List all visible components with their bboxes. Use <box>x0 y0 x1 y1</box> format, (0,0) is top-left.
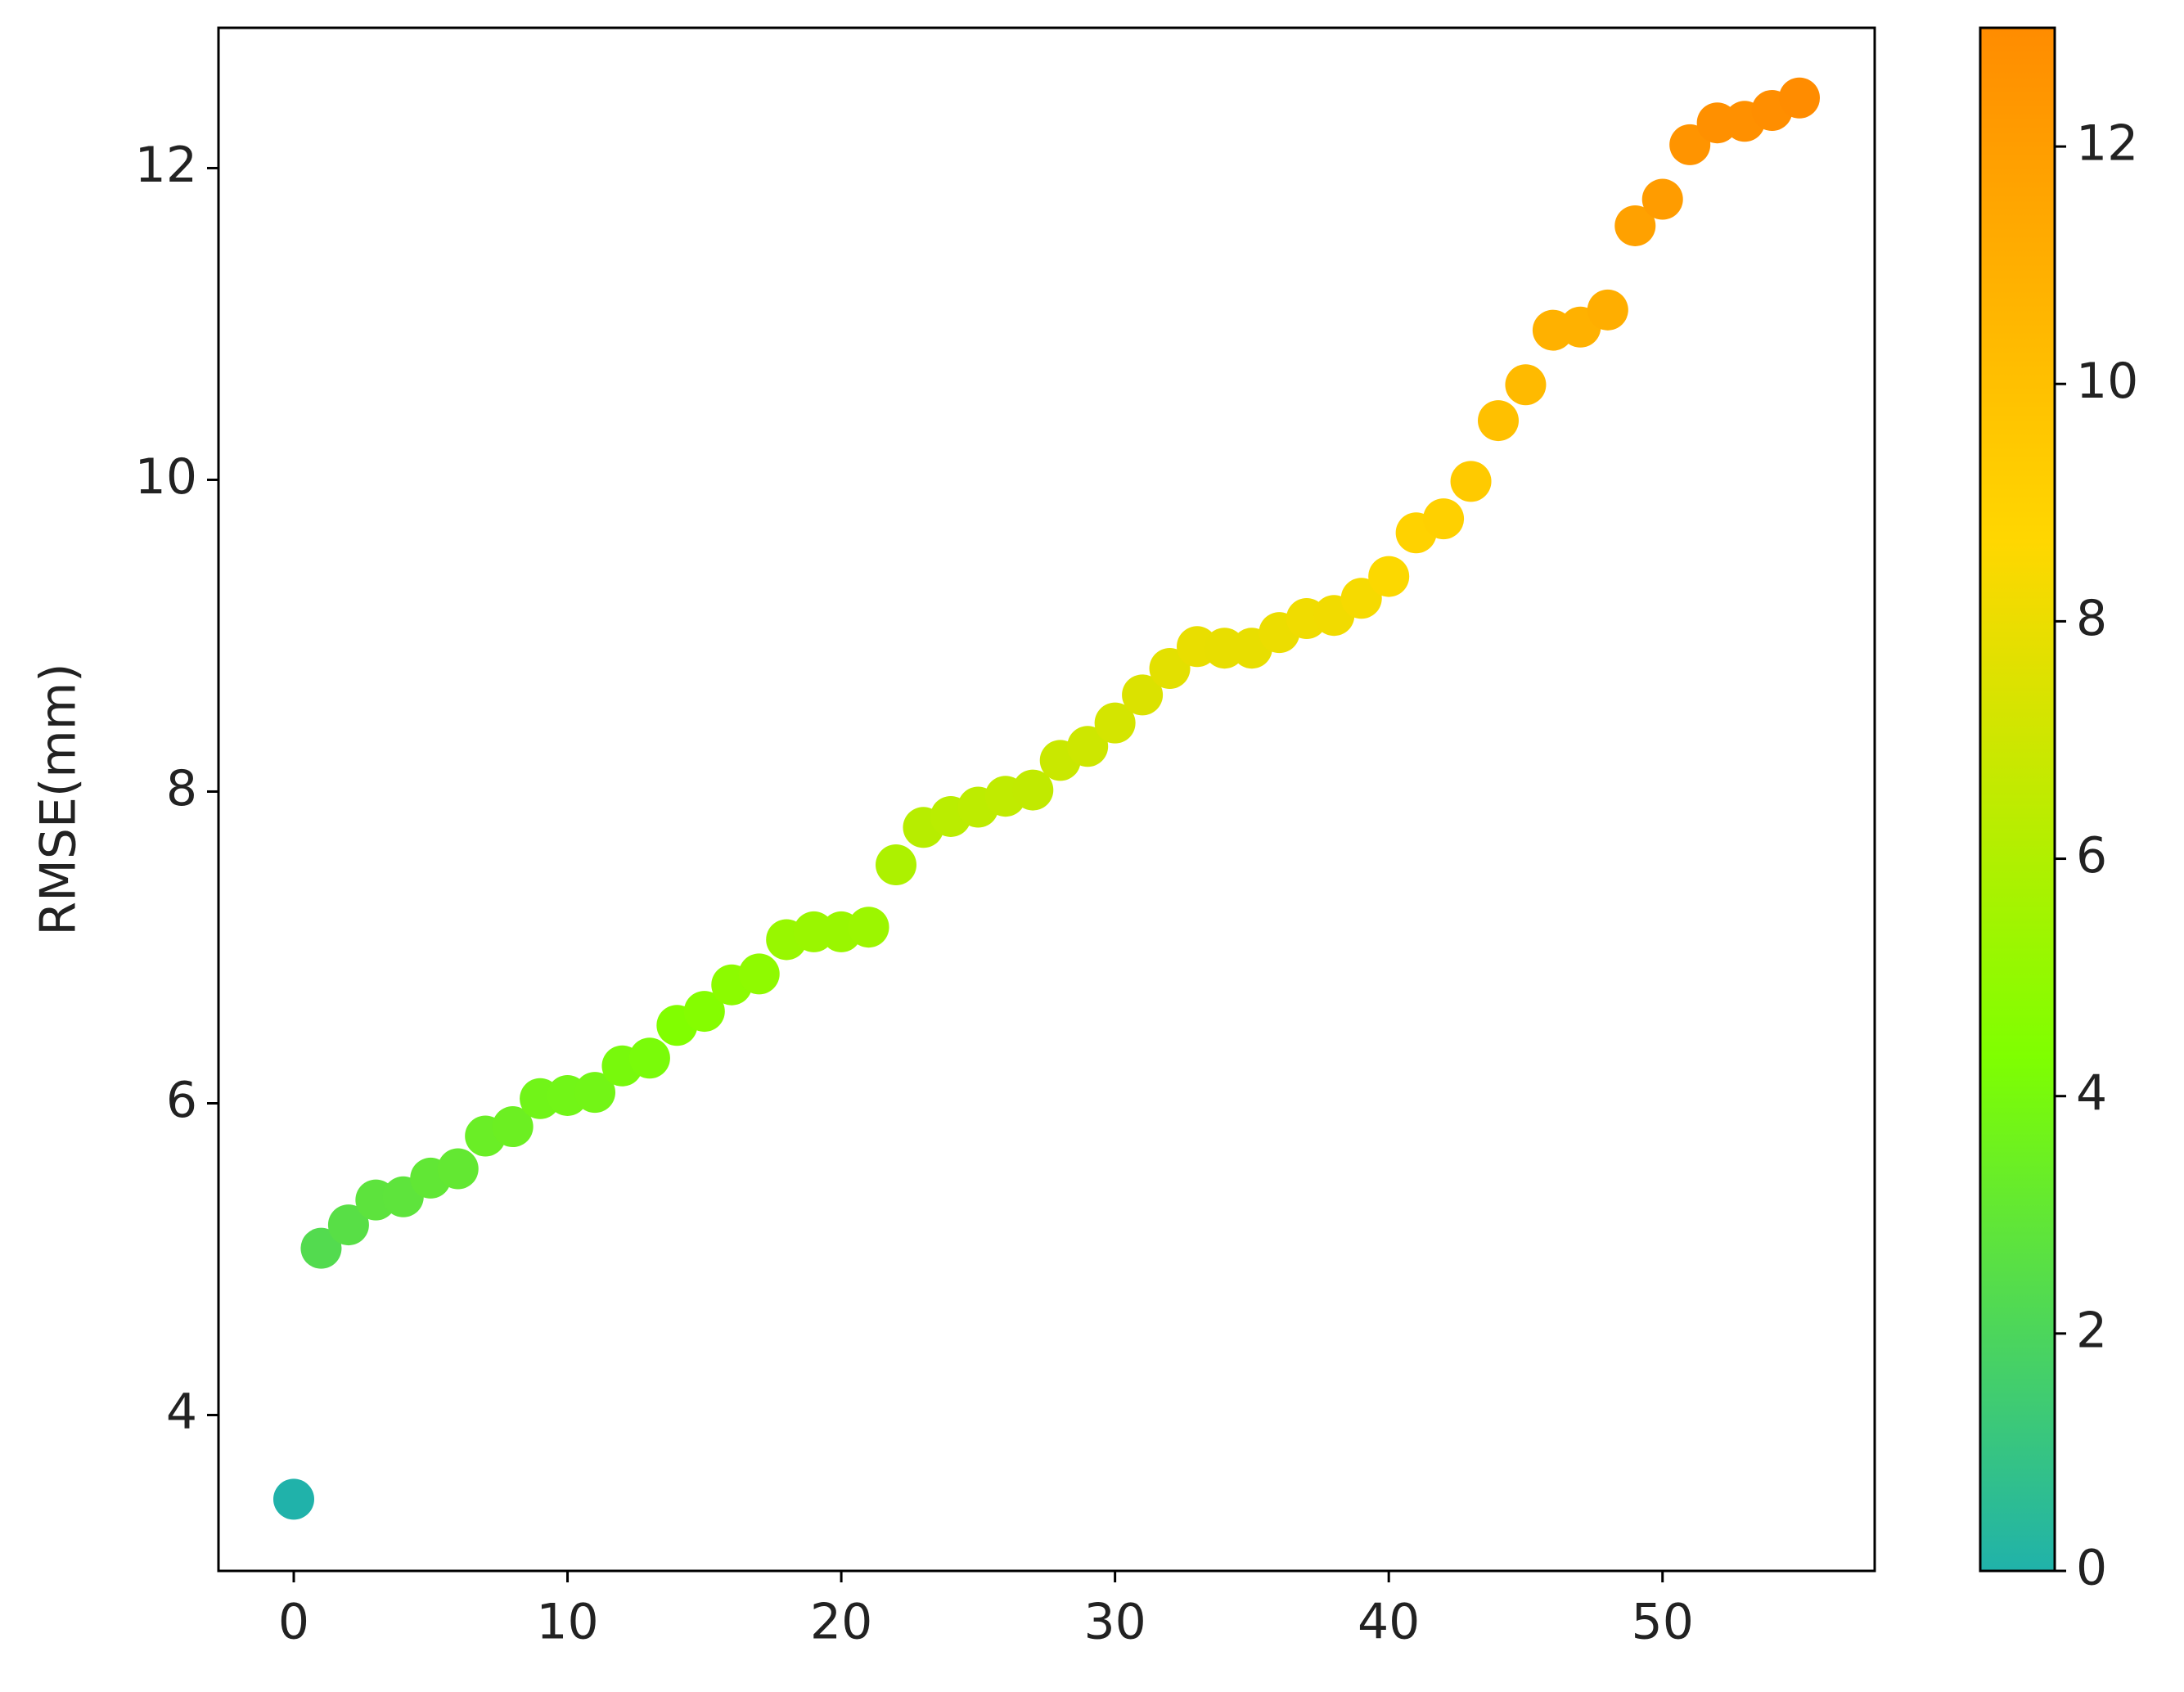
point <box>327 1204 369 1246</box>
point <box>628 1037 670 1079</box>
colorbar-tick-label: 10 <box>2076 353 2138 410</box>
y-axis-label: RMSE(mm) <box>30 663 88 935</box>
point <box>876 844 916 886</box>
x-tick-label: 10 <box>536 1594 598 1651</box>
colorbar-tick-label: 0 <box>2076 1540 2107 1597</box>
colorbar-tick-label: 6 <box>2076 827 2107 884</box>
point <box>1669 124 1711 165</box>
point <box>1340 578 1382 619</box>
point <box>1094 702 1136 744</box>
plot-frame <box>217 26 1876 1573</box>
colorbar-tick-label: 12 <box>2076 115 2138 173</box>
y-tick-label: 4 <box>166 1384 197 1441</box>
point <box>1450 461 1492 502</box>
point <box>1368 556 1410 597</box>
x-tick-label: 40 <box>1358 1594 1420 1651</box>
y-tick-label: 12 <box>135 137 197 194</box>
point <box>1149 647 1191 689</box>
point <box>738 953 780 995</box>
colorbar-tick-label: 4 <box>2076 1064 2107 1122</box>
point <box>1122 674 1164 716</box>
x-tick-label: 0 <box>278 1594 309 1651</box>
point <box>1587 289 1628 331</box>
point <box>1012 769 1054 811</box>
point <box>300 1227 342 1269</box>
y-tick-label: 10 <box>135 448 197 506</box>
point <box>1614 205 1656 246</box>
point <box>848 907 889 948</box>
x-tick-label: 30 <box>1083 1594 1146 1651</box>
point <box>1478 400 1519 442</box>
point <box>1505 364 1547 406</box>
point <box>574 1072 615 1114</box>
point <box>437 1148 479 1190</box>
point <box>1641 178 1683 220</box>
point <box>683 991 725 1033</box>
colorbar-tick-label: 2 <box>2076 1302 2107 1359</box>
colorbar <box>1979 26 2056 1573</box>
point <box>1779 77 1820 119</box>
point <box>492 1106 534 1148</box>
colorbar-tick-label: 8 <box>2076 590 2107 647</box>
point <box>1067 726 1109 767</box>
y-tick-label: 6 <box>166 1072 197 1129</box>
point <box>273 1478 314 1520</box>
x-tick-label: 50 <box>1632 1594 1694 1651</box>
y-tick-label: 8 <box>166 760 197 817</box>
point <box>1423 498 1465 540</box>
x-tick-label: 20 <box>810 1594 872 1651</box>
